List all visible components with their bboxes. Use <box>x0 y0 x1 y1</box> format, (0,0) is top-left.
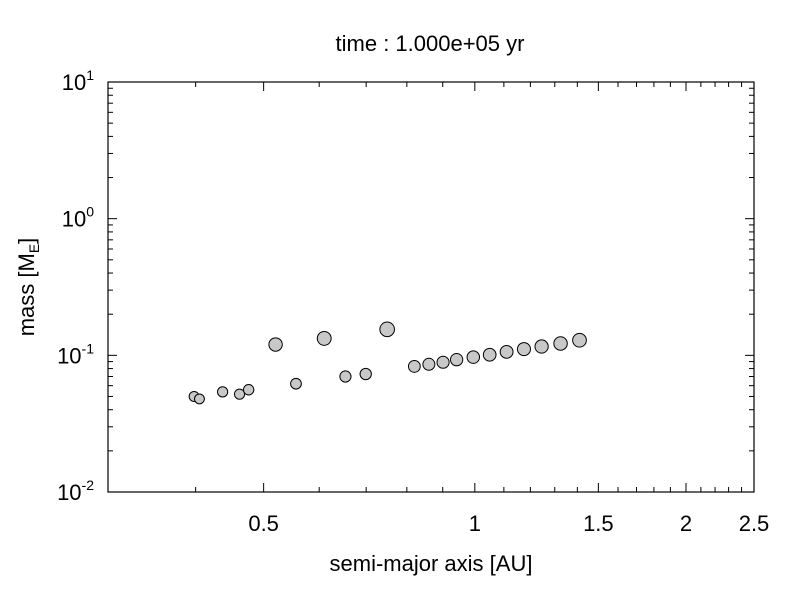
x-tick-label: 0.5 <box>248 511 279 536</box>
data-point <box>449 352 464 367</box>
x-axis-ticks: 0.5 1 1.5 2 2.5 <box>195 82 770 536</box>
y-axis-ticks: 10-2 10-1 100 101 <box>57 67 754 505</box>
data-point <box>268 337 283 352</box>
data-point <box>359 367 372 381</box>
data-point <box>233 388 246 400</box>
data-point <box>436 355 450 369</box>
y-axis-label-subscript: E <box>26 244 42 253</box>
x-axis-label: semi-major axis [AU] <box>330 551 533 576</box>
y-axis-label-suffix: ] <box>14 238 39 244</box>
y-tick-label: 10-2 <box>57 477 94 505</box>
x-tick-label: 1.5 <box>583 511 614 536</box>
data-point <box>379 321 395 338</box>
data-point <box>216 386 229 398</box>
data-point <box>422 357 436 371</box>
y-axis-label: mass [ME] <box>14 238 42 337</box>
data-point <box>194 393 205 405</box>
data-point <box>407 359 421 373</box>
data-point <box>534 339 549 354</box>
chart-title: time : 1.000e+05 yr <box>336 31 525 56</box>
x-tick-label: 2.5 <box>739 511 770 536</box>
data-point <box>553 336 568 351</box>
y-axis-label-main: mass [M <box>14 253 39 336</box>
data-point <box>482 347 497 362</box>
data-point <box>572 332 587 348</box>
data-point <box>466 350 481 364</box>
data-point <box>339 370 352 383</box>
data-points <box>188 321 587 405</box>
x-tick-label: 1 <box>469 511 481 536</box>
data-point <box>242 384 255 396</box>
y-tick-label: 100 <box>62 204 94 232</box>
data-point <box>499 344 514 359</box>
data-point <box>516 342 531 357</box>
data-point <box>290 377 302 390</box>
y-tick-label: 101 <box>62 67 94 95</box>
x-tick-label: 2 <box>680 511 692 536</box>
data-point <box>316 330 332 346</box>
plot-frame <box>107 81 755 493</box>
y-tick-label: 10-1 <box>57 340 94 368</box>
